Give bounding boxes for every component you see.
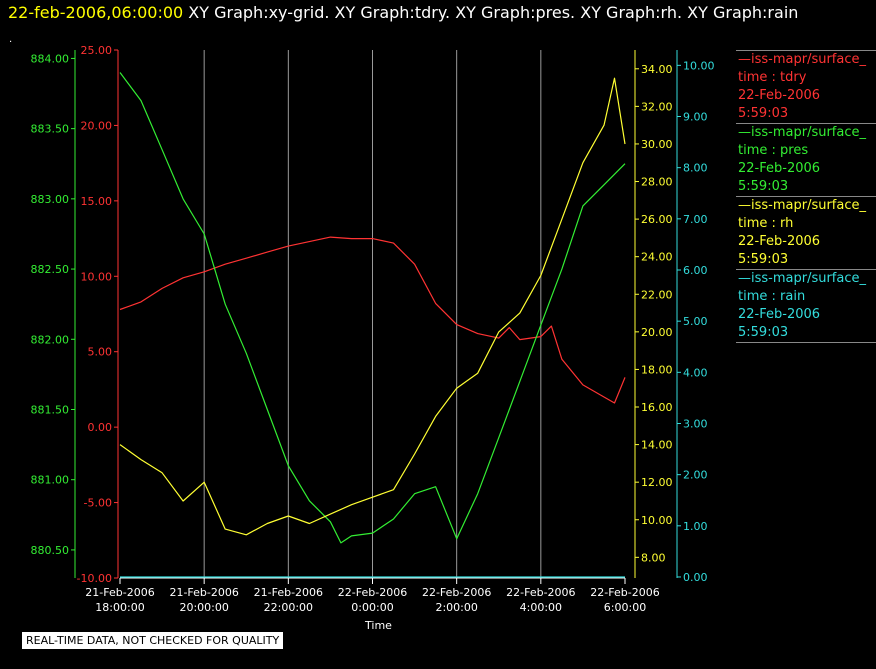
x-tick-label-date: 21-Feb-2006 [85, 586, 154, 599]
legend-var: time : rh [738, 216, 794, 231]
y-tick-label-rh: 22.00 [641, 288, 673, 301]
legend-var: time : tdry [738, 70, 807, 85]
graph-title-rain: XY Graph:rain [687, 3, 799, 22]
y-tick-label-rain: 0.00 [683, 571, 708, 584]
graph-title-xy-grid: XY Graph:xy-grid. [188, 3, 330, 22]
y-tick-label-tdry: -5.00 [84, 497, 112, 510]
y-tick-label-rh: 28.00 [641, 176, 673, 189]
legend-end [736, 342, 876, 358]
y-tick-label-rh: 12.00 [641, 476, 673, 489]
y-tick-label-pres: 883.00 [31, 193, 70, 206]
x-axis-title: Time [364, 619, 392, 632]
timestamp: 22-feb-2006,06:00:00 [8, 3, 184, 22]
y-tick-label-rain: 4.00 [683, 366, 708, 379]
legend-time: 5:59:03 [738, 325, 789, 340]
y-tick-label-rh: 32.00 [641, 100, 673, 113]
y-tick-label-pres: 881.00 [31, 474, 70, 487]
x-tick-label-date: 22-Feb-2006 [422, 586, 491, 599]
y-tick-label-rh: 30.00 [641, 138, 673, 151]
legend-name: —iss-mapr/surface_ [738, 271, 867, 286]
y-tick-label-rh: 8.00 [641, 551, 666, 564]
x-tick-label-time: 20:00:00 [179, 601, 228, 614]
y-tick-label-pres: 881.50 [31, 403, 70, 416]
legend-name: —iss-mapr/surface_ [738, 198, 867, 213]
x-tick-label-time: 18:00:00 [95, 601, 144, 614]
legend-var: time : pres [738, 143, 809, 158]
x-tick-label-time: 6:00:00 [604, 601, 646, 614]
legend-entry-rh: —iss-mapr/surface_ time : rh 22-Feb-2006… [736, 196, 876, 269]
y-tick-label-rh: 14.00 [641, 439, 673, 452]
y-tick-label-tdry: 5.00 [88, 346, 113, 359]
y-tick-label-rain: 9.00 [683, 111, 708, 124]
y-tick-label-tdry: -10.00 [77, 572, 112, 585]
x-tick-label-time: 22:00:00 [264, 601, 313, 614]
y-tick-label-rain: 6.00 [683, 264, 708, 277]
graph-title-pres: XY Graph:pres. [455, 3, 576, 22]
y-tick-label-rain: 1.00 [683, 520, 708, 533]
y-tick-label-tdry: 15.00 [81, 195, 113, 208]
legend-time: 5:59:03 [738, 106, 789, 121]
legend-entry-rain: —iss-mapr/surface_ time : rain 22-Feb-20… [736, 269, 876, 342]
legend-date: 22-Feb-2006 [738, 307, 821, 322]
graph-title-rh: XY Graph:rh. [580, 3, 683, 22]
legend-time: 5:59:03 [738, 179, 789, 194]
x-tick-label-date: 21-Feb-2006 [254, 586, 323, 599]
y-tick-label-tdry: 0.00 [88, 421, 113, 434]
y-tick-label-rh: 18.00 [641, 363, 673, 376]
legend-date: 22-Feb-2006 [738, 161, 821, 176]
y-tick-label-rain: 3.00 [683, 417, 708, 430]
y-tick-label-rh: 26.00 [641, 213, 673, 226]
legend-name: —iss-mapr/surface_ [738, 125, 867, 140]
x-tick-label-date: 22-Feb-2006 [590, 586, 659, 599]
y-tick-label-rh: 34.00 [641, 63, 673, 76]
y-tick-label-rain: 7.00 [683, 213, 708, 226]
x-tick-label-time: 2:00:00 [435, 601, 477, 614]
y-tick-label-pres: 883.50 [31, 123, 70, 136]
y-tick-label-rh: 20.00 [641, 326, 673, 339]
y-tick-label-rain: 8.00 [683, 162, 708, 175]
y-tick-label-rain: 10.00 [683, 59, 715, 72]
legend-date: 22-Feb-2006 [738, 88, 821, 103]
legend-name: —iss-mapr/surface_ [738, 52, 867, 67]
x-tick-label-time: 0:00:00 [351, 601, 393, 614]
quality-note: REAL-TIME DATA, NOT CHECKED FOR QUALITY [21, 631, 285, 650]
y-tick-label-rh: 10.00 [641, 514, 673, 527]
y-tick-label-rain: 2.00 [683, 469, 708, 482]
title-bar: 22-feb-2006,06:00:00 XY Graph:xy-grid. X… [8, 3, 798, 22]
legend-entry-tdry: —iss-mapr/surface_ time : tdry 22-Feb-20… [736, 50, 876, 123]
x-tick-label-date: 22-Feb-2006 [506, 586, 575, 599]
y-tick-label-rain: 5.00 [683, 315, 708, 328]
x-tick-label-date: 22-Feb-2006 [338, 586, 407, 599]
y-tick-label-tdry: 20.00 [81, 119, 113, 132]
y-tick-label-rh: 24.00 [641, 251, 673, 264]
x-tick-label-date: 21-Feb-2006 [169, 586, 238, 599]
y-tick-label-tdry: 10.00 [81, 270, 113, 283]
legend-entry-pres: —iss-mapr/surface_ time : pres 22-Feb-20… [736, 123, 876, 196]
y-tick-label-pres: 880.50 [31, 544, 70, 557]
y-tick-label-rh: 16.00 [641, 401, 673, 414]
y-tick-label-pres: 882.00 [31, 333, 70, 346]
y-tick-label-pres: 882.50 [31, 263, 70, 276]
y-tick-label-tdry: 25.00 [81, 44, 113, 57]
marker-dot: . [9, 34, 13, 45]
legend-date: 22-Feb-2006 [738, 234, 821, 249]
series-line-rh [119, 77, 626, 536]
x-tick-label-time: 4:00:00 [520, 601, 562, 614]
graph-title-tdry: XY Graph:tdry. [334, 3, 451, 22]
series-line-pres [119, 72, 626, 544]
legend-var: time : rain [738, 289, 806, 304]
legend-time: 5:59:03 [738, 252, 789, 267]
y-tick-label-pres: 884.00 [31, 52, 70, 65]
legend: —iss-mapr/surface_ time : tdry 22-Feb-20… [736, 50, 876, 358]
